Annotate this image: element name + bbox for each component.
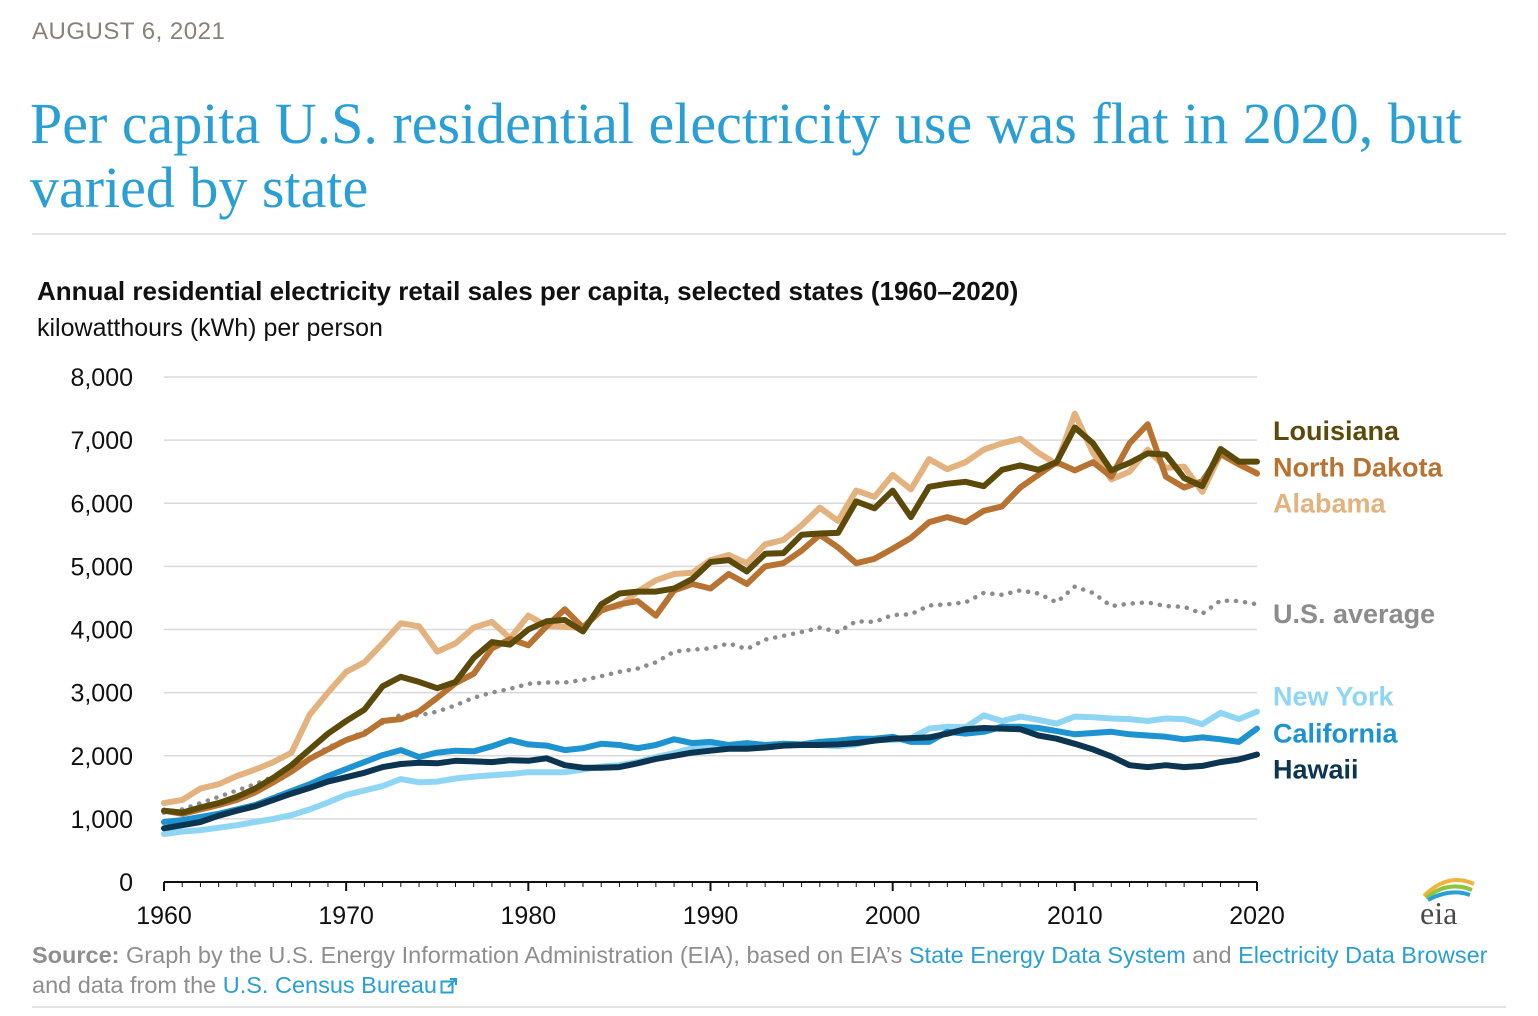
y-tick-label: 2,000	[70, 743, 133, 771]
page-title: Per capita U.S. residential electricity …	[30, 91, 1462, 220]
y-tick-label: 3,000	[70, 680, 133, 708]
series-lines	[161, 410, 1260, 837]
x-tick-label: 1980	[501, 902, 557, 930]
series-label-louisiana: Louisiana	[1273, 416, 1400, 446]
y-tick-label: 8,000	[70, 364, 133, 392]
series-label-alabama: Alabama	[1273, 489, 1387, 519]
x-tick-label: 2020	[1229, 902, 1285, 930]
source-text-2: and	[1185, 942, 1239, 968]
series-labels: Louisiana North Dakota Alabama U.S. average…	[1273, 416, 1443, 784]
y-tick-label: 4,000	[70, 617, 133, 645]
series-label-us-average: U.S. average	[1273, 599, 1435, 629]
series-line-louisiana	[161, 424, 1260, 816]
link-electricity-data-browser[interactable]: Electricity Data Browser	[1238, 942, 1488, 968]
external-link-icon	[440, 978, 457, 994]
eia-logo: eia	[1420, 878, 1475, 930]
series-line-california	[161, 723, 1260, 825]
source-text-1: Graph by the U.S. Energy Information Adm…	[119, 942, 909, 968]
link-census-bureau[interactable]: U.S. Census Bureau	[223, 972, 458, 998]
x-tick-label: 2010	[1047, 902, 1103, 930]
gridlines	[164, 376, 1257, 820]
series-label-north-dakota: North Dakota	[1273, 453, 1443, 483]
series-line-north-dakota	[161, 421, 1260, 817]
x-tick-label: 1960	[136, 902, 192, 930]
chart-title: Annual residential electricity retail sa…	[37, 276, 1018, 306]
y-tick-label: 6,000	[70, 490, 133, 518]
source-label: Source:	[32, 942, 120, 968]
bottom-divider	[32, 1006, 1506, 1008]
series-line-us-average	[161, 584, 1260, 815]
x-tick-label: 1970	[318, 902, 374, 930]
series-label-hawaii: Hawaii	[1273, 754, 1359, 784]
chart-y-axis-label: kilowatthours (kWh) per person	[37, 314, 383, 342]
source-note: Source: Graph by the U.S. Energy Informa…	[32, 940, 1512, 1000]
series-line-hawaii	[161, 725, 1260, 832]
publish-date: AUGUST 6, 2021	[32, 18, 226, 45]
top-divider	[32, 233, 1506, 235]
y-tick-label: 5,000	[70, 553, 133, 581]
y-tick-label: 1,000	[70, 806, 133, 834]
axes: 0 1,000 2,000 3,000 4,000 5,000 6,000 7,000 8,00…	[70, 364, 1284, 930]
link-state-energy-data-system[interactable]: State Energy Data System	[908, 942, 1186, 968]
y-tick-label: 0	[119, 869, 133, 897]
series-line-new-york	[161, 708, 1260, 837]
series-label-new-york: New York	[1273, 681, 1395, 711]
x-tick-label: 1990	[683, 902, 739, 930]
source-text-3: and data from the	[32, 972, 223, 998]
y-tick-label: 7,000	[70, 427, 133, 455]
eia-logo-text: eia	[1420, 895, 1457, 930]
series-label-california: California	[1273, 718, 1399, 748]
x-tick-label: 2000	[865, 902, 921, 930]
link-census-bureau-label: U.S. Census Bureau	[222, 972, 437, 998]
